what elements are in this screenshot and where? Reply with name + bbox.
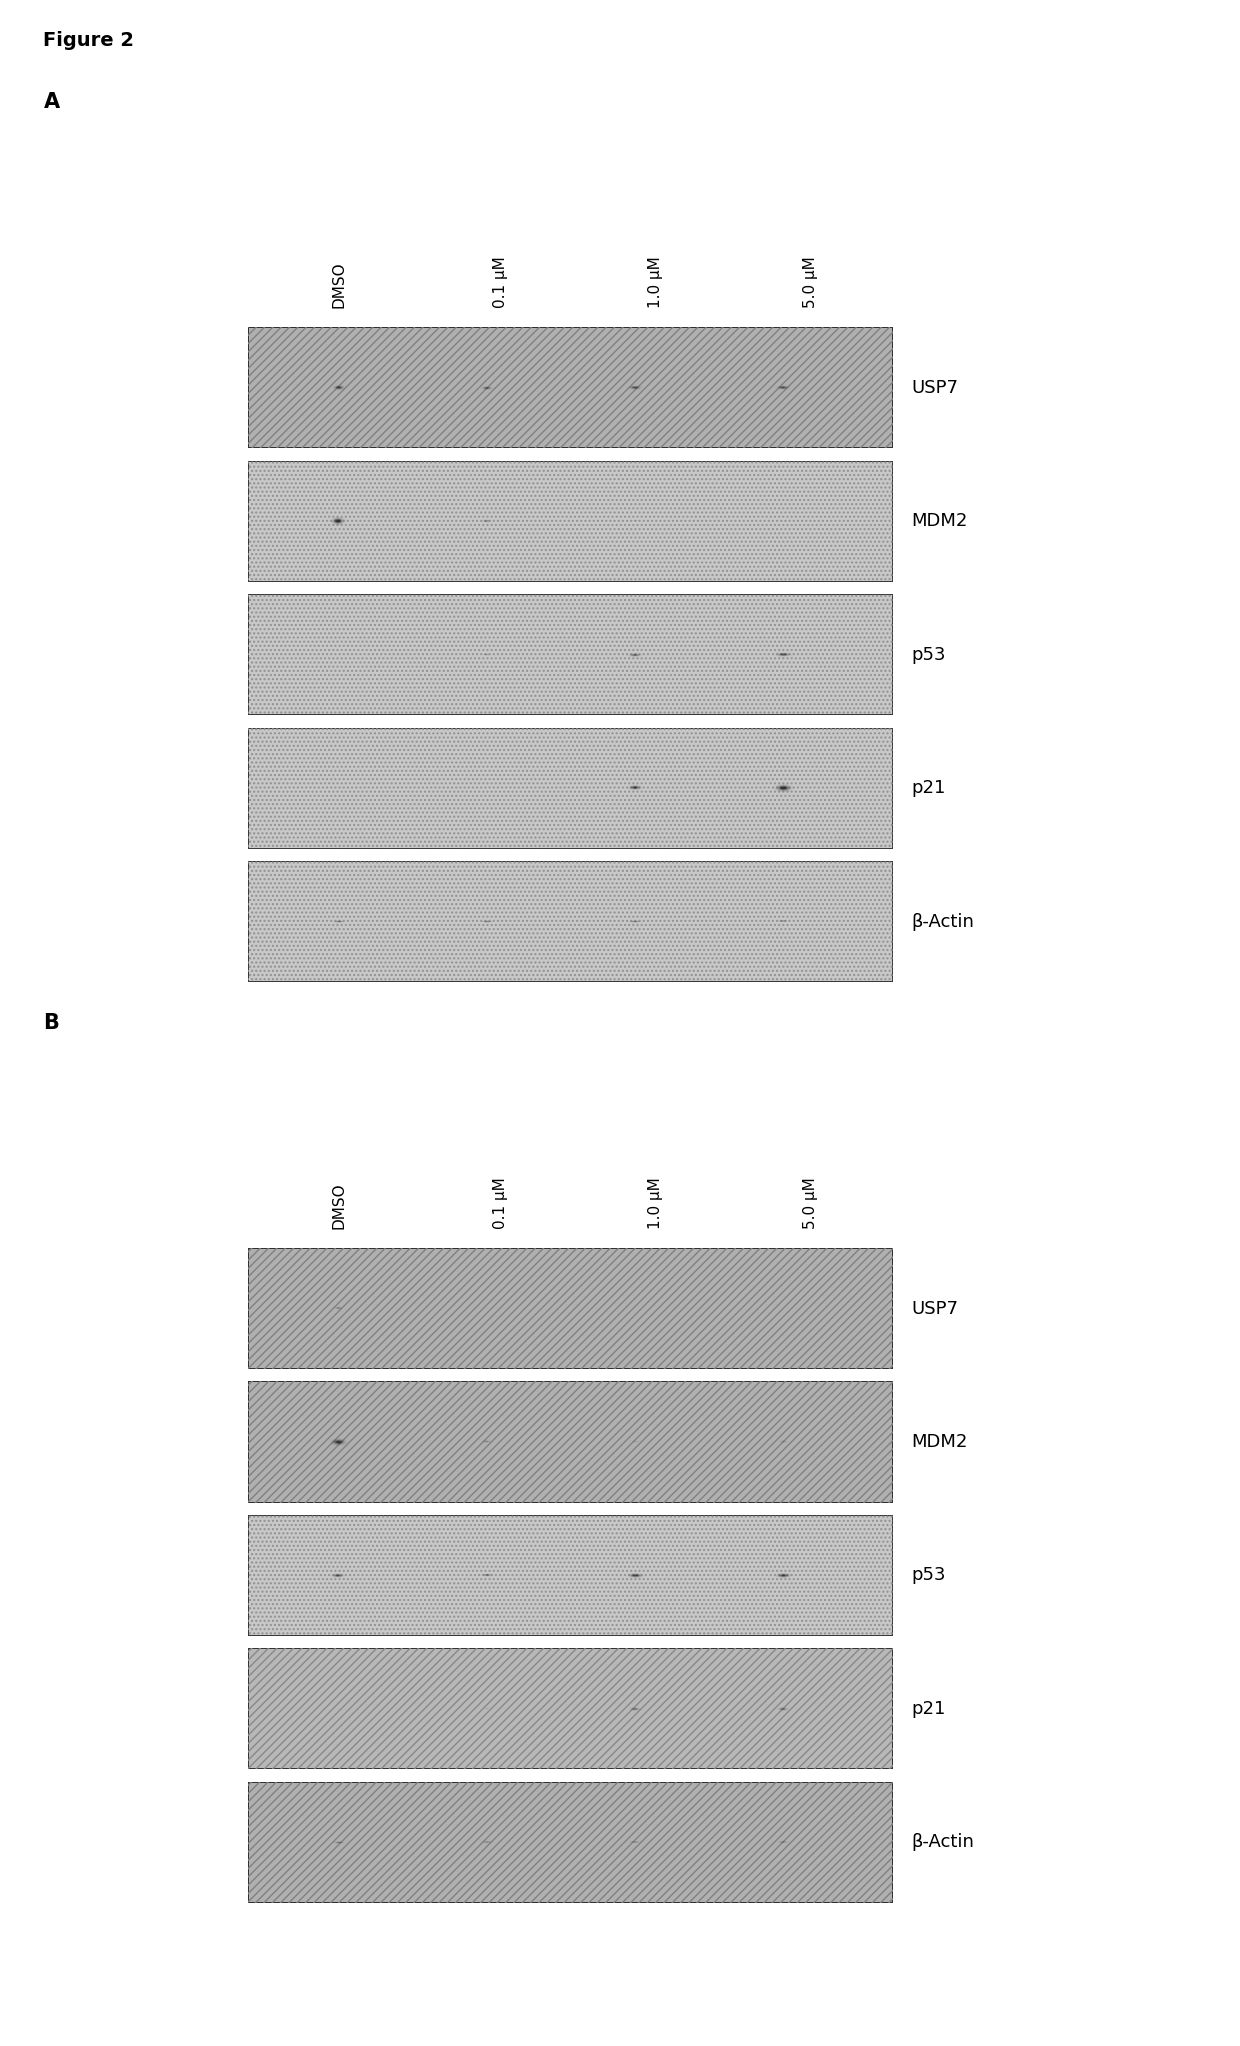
Text: MDM2: MDM2 <box>911 512 967 530</box>
Text: DMSO: DMSO <box>332 1183 347 1228</box>
Text: USP7: USP7 <box>911 1299 959 1318</box>
Text: B: B <box>43 1013 60 1033</box>
Text: 0.1 μM: 0.1 μM <box>494 256 508 307</box>
Text: DMSO: DMSO <box>332 262 347 307</box>
Text: β-Actin: β-Actin <box>911 913 975 931</box>
Text: 1.0 μM: 1.0 μM <box>647 256 662 307</box>
Text: A: A <box>43 92 60 113</box>
Text: Figure 2: Figure 2 <box>43 31 134 49</box>
Text: 1.0 μM: 1.0 μM <box>647 1176 662 1228</box>
Text: p21: p21 <box>911 780 946 798</box>
Text: MDM2: MDM2 <box>911 1432 967 1451</box>
Text: p53: p53 <box>911 647 946 663</box>
Text: p21: p21 <box>911 1700 946 1719</box>
Text: 5.0 μM: 5.0 μM <box>802 1176 817 1228</box>
Text: p53: p53 <box>911 1567 946 1584</box>
Text: 0.1 μM: 0.1 μM <box>494 1176 508 1228</box>
Text: β-Actin: β-Actin <box>911 1833 975 1852</box>
Text: 5.0 μM: 5.0 μM <box>802 256 817 307</box>
Text: USP7: USP7 <box>911 379 959 397</box>
